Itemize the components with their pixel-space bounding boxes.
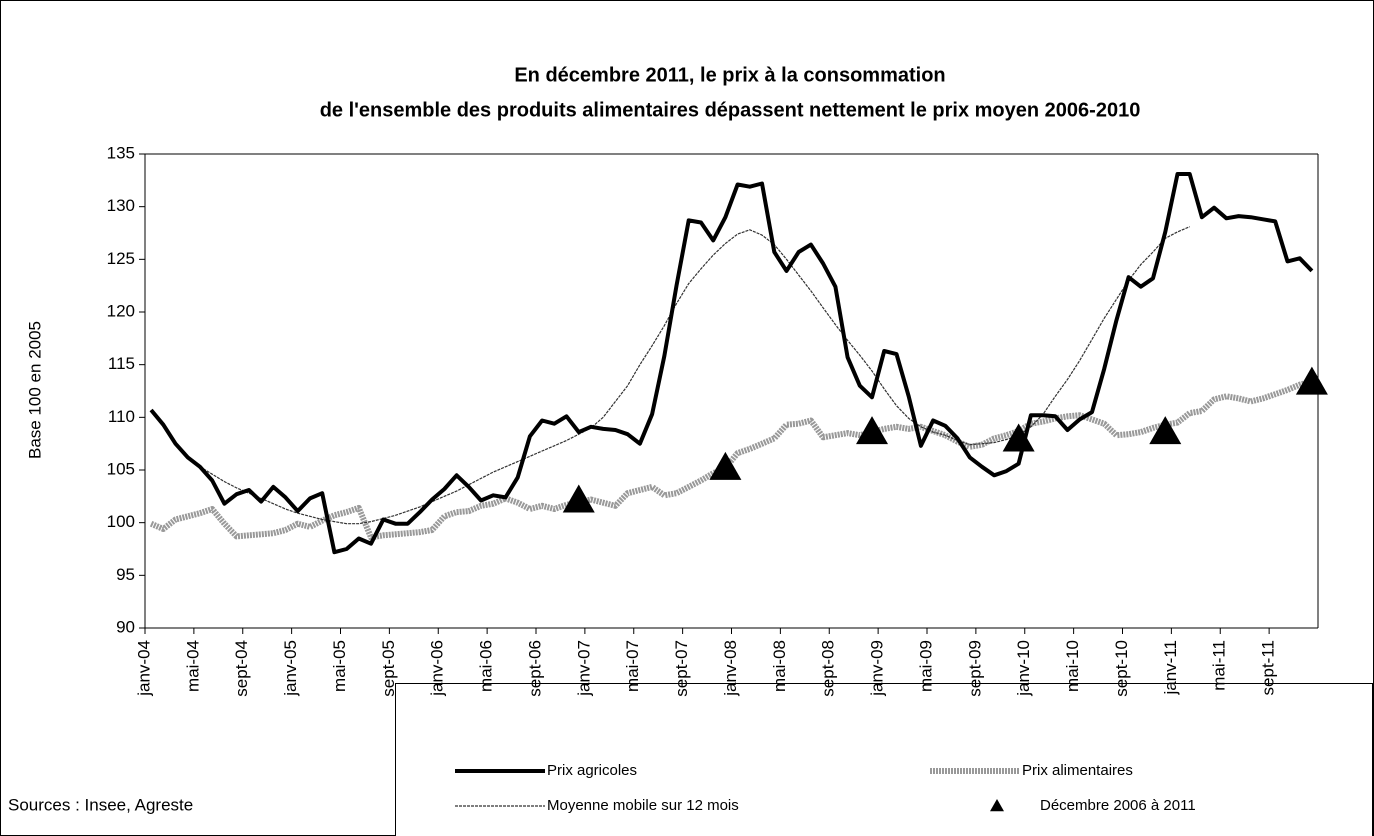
y-tick-label: 115 — [108, 354, 135, 373]
legend-box — [395, 683, 1373, 836]
x-tick-label: janv-08 — [721, 640, 740, 697]
y-axis-label: Base 100 en 2005 — [25, 321, 44, 459]
series-line — [149, 378, 1313, 541]
x-tick-label: mai-06 — [477, 640, 496, 692]
legend-label: Prix agricoles — [547, 762, 637, 779]
legend-symbol — [990, 799, 1004, 812]
legend-label: Prix alimentaires — [1022, 762, 1133, 779]
y-tick-label: 95 — [116, 565, 135, 584]
y-tick-label: 130 — [107, 196, 135, 215]
x-tick-label: mai-08 — [770, 640, 789, 692]
x-tick-label: mai-05 — [330, 640, 349, 692]
y-tick-label: 120 — [107, 301, 135, 320]
x-tick-label: janv-07 — [574, 640, 593, 697]
chart-title: En décembre 2011, le prix à la consommat… — [514, 64, 945, 86]
x-tick-label: mai-04 — [183, 640, 202, 692]
y-tick-label: 110 — [108, 407, 135, 426]
y-tick-label: 90 — [116, 617, 135, 636]
marker — [856, 416, 889, 445]
x-tick-label: mai-07 — [623, 640, 642, 692]
marker — [1002, 423, 1035, 452]
x-tick-label: mai-09 — [916, 640, 935, 692]
y-tick-label: 100 — [107, 512, 135, 531]
x-tick-label: sept-11 — [1259, 640, 1278, 695]
chart-title: de l'ensemble des produits alimentaires … — [320, 99, 1141, 121]
x-tick-label: janv-05 — [281, 640, 300, 697]
x-tick-label: sept-04 — [232, 640, 251, 697]
x-tick-label: janv-11 — [1161, 640, 1180, 696]
x-tick-label: mai-11 — [1210, 640, 1229, 691]
x-tick-label: sept-05 — [379, 640, 398, 697]
marker — [1149, 416, 1182, 445]
series-line — [199, 226, 1190, 525]
y-tick-label: 135 — [107, 143, 135, 162]
x-tick-label: janv-10 — [1014, 640, 1033, 697]
x-tick-label: janv-04 — [134, 640, 153, 697]
legend-label: Moyenne mobile sur 12 mois — [547, 797, 739, 814]
y-tick-label: 105 — [107, 459, 135, 478]
x-tick-label: sept-09 — [965, 640, 984, 697]
x-tick-label: sept-06 — [525, 640, 544, 697]
y-tick-label: 125 — [107, 249, 135, 268]
x-tick-label: sept-08 — [819, 640, 838, 697]
marker — [1295, 366, 1328, 395]
x-tick-label: janv-09 — [868, 640, 887, 697]
legend-label: Décembre 2006 à 2011 — [1040, 797, 1196, 814]
marker — [709, 451, 742, 480]
x-tick-label: sept-07 — [672, 640, 691, 697]
marker — [562, 484, 595, 513]
x-tick-label: mai-10 — [1063, 640, 1082, 692]
series-line — [149, 172, 1314, 555]
x-tick-label: janv-06 — [428, 640, 447, 697]
x-tick-label: sept-10 — [1112, 640, 1131, 697]
source-note: Sources : Insee, Agreste — [8, 795, 193, 814]
